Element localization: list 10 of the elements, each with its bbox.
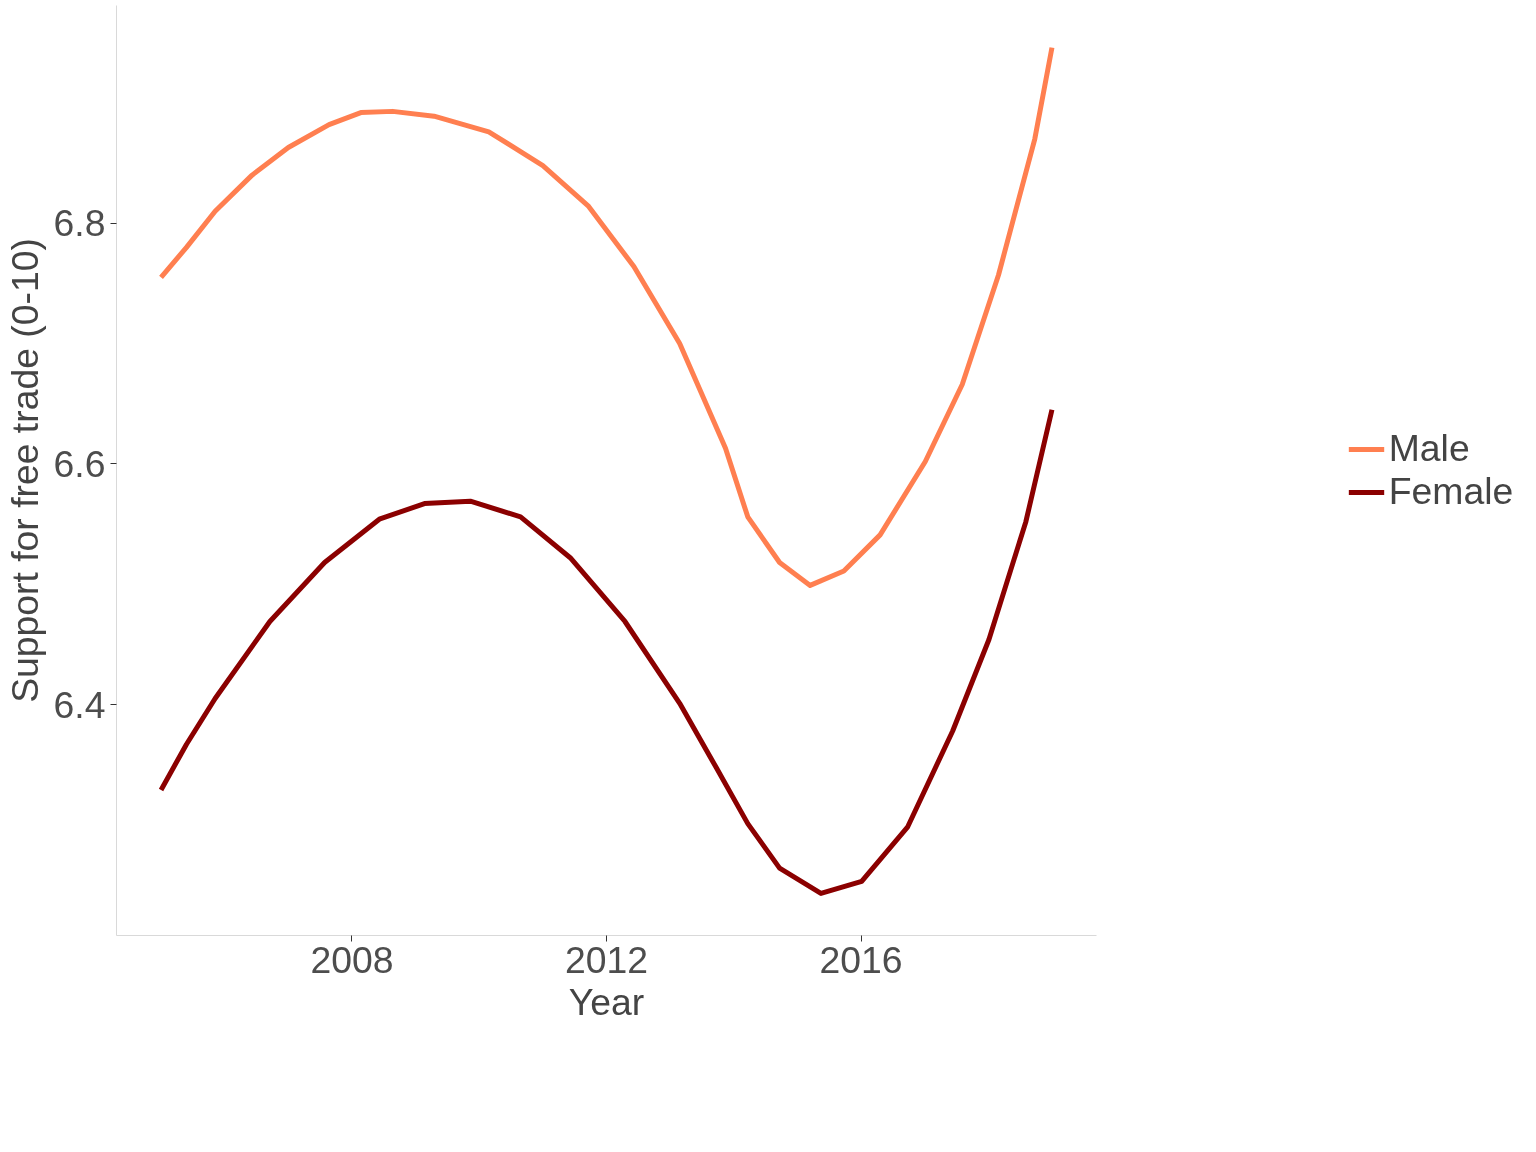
y-tick-label: 6.6 — [53, 442, 106, 485]
legend-label: Female — [1388, 470, 1514, 513]
x-tick-label: 2016 — [819, 938, 903, 981]
y-axis-title: Support for free trade (0-10) — [3, 238, 46, 703]
x-tick-label: 2008 — [310, 938, 394, 981]
y-tick-label: 6.4 — [53, 683, 106, 726]
x-axis-title: Year — [568, 980, 645, 1023]
x-tick-label: 2012 — [564, 938, 649, 981]
legend-label: Male — [1388, 427, 1470, 470]
y-tick-label: 6.8 — [53, 202, 106, 245]
